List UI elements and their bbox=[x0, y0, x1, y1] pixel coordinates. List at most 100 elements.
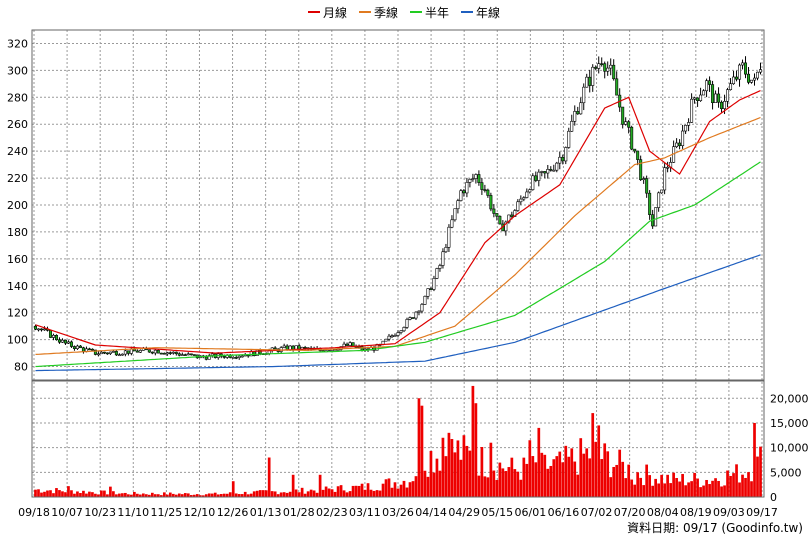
x-tick-label: 04/29 bbox=[448, 506, 480, 519]
candle-body bbox=[633, 148, 637, 152]
volume-tick-label: 5,000 bbox=[770, 466, 802, 479]
volume-bar bbox=[207, 493, 211, 497]
legend-swatch bbox=[358, 11, 371, 13]
candle-body bbox=[486, 189, 490, 196]
candle-body bbox=[600, 63, 604, 65]
legend: 月線 季線 半年 年線 bbox=[0, 2, 808, 21]
volume-bar bbox=[720, 486, 723, 497]
volume-bar bbox=[150, 492, 154, 497]
candle-body bbox=[561, 156, 565, 162]
candle-body bbox=[603, 63, 607, 72]
volume-bar bbox=[201, 495, 205, 497]
x-tick-label: 08/04 bbox=[647, 506, 679, 519]
volume-bar bbox=[297, 492, 301, 497]
volume-bar bbox=[426, 476, 430, 497]
candle-body bbox=[414, 311, 418, 319]
volume-bar bbox=[189, 495, 193, 497]
volume-bar bbox=[393, 482, 397, 497]
volume-bar bbox=[276, 494, 280, 497]
volume-bar bbox=[438, 470, 442, 497]
candle-body bbox=[726, 89, 730, 102]
candle-body bbox=[540, 171, 544, 173]
volume-bar bbox=[378, 490, 382, 497]
volume-bar bbox=[306, 491, 310, 497]
candle-body bbox=[606, 67, 610, 72]
axis-labels: 8010012014016018020022024026028030032005… bbox=[7, 37, 808, 535]
x-tick-label: 07/02 bbox=[581, 506, 613, 519]
candle-body bbox=[699, 94, 703, 101]
candle-body bbox=[468, 179, 472, 183]
x-tick-label: 12/26 bbox=[217, 506, 249, 519]
volume-bar bbox=[450, 439, 454, 497]
candle-body bbox=[624, 121, 628, 125]
candle-body bbox=[396, 332, 400, 336]
candle-body bbox=[171, 351, 175, 354]
candle-body bbox=[459, 190, 463, 201]
volume-bar bbox=[594, 441, 598, 497]
volume-bar bbox=[420, 405, 424, 497]
x-tick-label: 01/13 bbox=[250, 506, 282, 519]
candle-body bbox=[732, 76, 736, 85]
volume-bar bbox=[192, 494, 196, 497]
volume-bar bbox=[543, 454, 547, 497]
volume-bar bbox=[531, 456, 535, 497]
volume-bar bbox=[357, 485, 361, 497]
candle-body bbox=[510, 214, 514, 217]
volume-bar bbox=[573, 461, 577, 497]
legend-label: 半年 bbox=[425, 5, 450, 20]
x-tick-label: 09/03 bbox=[713, 506, 745, 519]
candle-body bbox=[648, 192, 652, 215]
volume-bar bbox=[186, 493, 190, 497]
volume-bar bbox=[261, 490, 265, 497]
candle-body bbox=[627, 121, 631, 128]
volume-bar bbox=[474, 403, 478, 497]
volume-bar bbox=[384, 479, 388, 497]
volume-bar bbox=[753, 422, 756, 497]
volume-bar bbox=[453, 452, 457, 497]
candle-body bbox=[237, 355, 241, 358]
volume-bar bbox=[756, 456, 759, 497]
candle-body bbox=[735, 76, 739, 80]
volume-bar bbox=[444, 456, 448, 497]
volume-bar bbox=[366, 483, 370, 497]
volume-bar bbox=[237, 494, 241, 497]
volume-bar bbox=[471, 385, 475, 497]
candle-body bbox=[273, 347, 277, 350]
candle-body bbox=[744, 62, 748, 75]
candle-body bbox=[504, 221, 508, 232]
candle-body bbox=[546, 169, 550, 174]
candle-body bbox=[96, 353, 100, 356]
candle-body bbox=[612, 64, 616, 80]
volume-bar bbox=[243, 491, 247, 497]
candle-body bbox=[534, 175, 538, 181]
candle-body bbox=[180, 354, 184, 356]
volume-bar bbox=[43, 491, 46, 497]
candle-body bbox=[717, 93, 721, 103]
candle-body bbox=[555, 162, 559, 171]
volume-bar bbox=[759, 446, 762, 497]
volume-bar bbox=[153, 494, 157, 497]
candle-body bbox=[759, 69, 763, 73]
candle-body bbox=[687, 122, 691, 126]
candle-body bbox=[576, 111, 580, 115]
candle-body bbox=[558, 156, 562, 164]
volume-bar bbox=[318, 474, 322, 497]
candle-body bbox=[666, 166, 670, 169]
volume-bar bbox=[291, 474, 295, 497]
volume-bar bbox=[690, 481, 693, 497]
volume-bar bbox=[675, 478, 678, 497]
volume-bar bbox=[513, 469, 517, 497]
candle-body bbox=[165, 352, 169, 355]
volume-bar bbox=[519, 479, 523, 497]
legend-label: 月線 bbox=[322, 5, 347, 20]
volume-bar bbox=[312, 490, 316, 497]
volume-bar bbox=[741, 474, 744, 497]
volume-bar bbox=[363, 489, 367, 497]
candle-body bbox=[582, 86, 586, 104]
volume-bar bbox=[435, 458, 439, 497]
candle-body bbox=[63, 339, 67, 344]
volume-bar bbox=[144, 494, 148, 497]
volume-bar bbox=[522, 457, 526, 497]
volume-bar bbox=[567, 456, 571, 497]
candle-body bbox=[183, 354, 187, 356]
